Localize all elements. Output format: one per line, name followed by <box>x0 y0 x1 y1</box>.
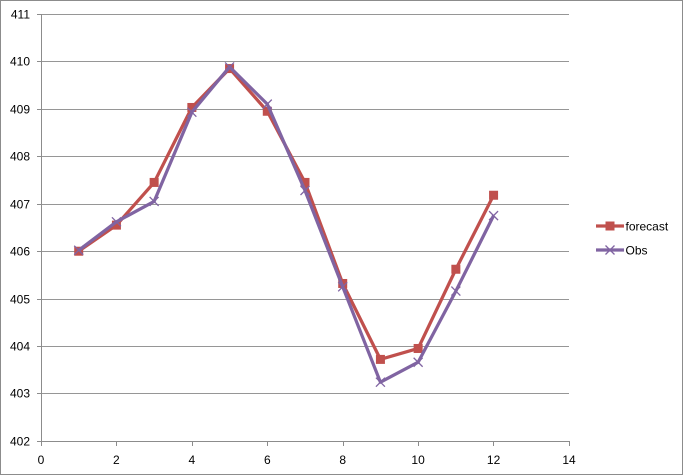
svg-text:12: 12 <box>487 453 501 467</box>
svg-text:409: 409 <box>10 103 30 117</box>
svg-text:2: 2 <box>113 453 120 467</box>
svg-text:410: 410 <box>10 55 30 69</box>
svg-text:10: 10 <box>411 453 425 467</box>
svg-text:0: 0 <box>38 453 45 467</box>
svg-text:405: 405 <box>10 293 30 307</box>
svg-text:403: 403 <box>10 387 30 401</box>
svg-text:forecast: forecast <box>626 219 669 233</box>
svg-text:Obs: Obs <box>626 243 648 257</box>
svg-text:4: 4 <box>189 453 196 467</box>
svg-text:408: 408 <box>10 150 30 164</box>
svg-text:402: 402 <box>10 435 30 449</box>
svg-text:406: 406 <box>10 245 30 259</box>
svg-text:14: 14 <box>562 453 576 467</box>
svg-text:407: 407 <box>10 198 30 212</box>
svg-text:404: 404 <box>10 340 30 354</box>
svg-text:411: 411 <box>11 8 30 22</box>
svg-text:8: 8 <box>339 453 346 467</box>
svg-text:6: 6 <box>264 453 271 467</box>
